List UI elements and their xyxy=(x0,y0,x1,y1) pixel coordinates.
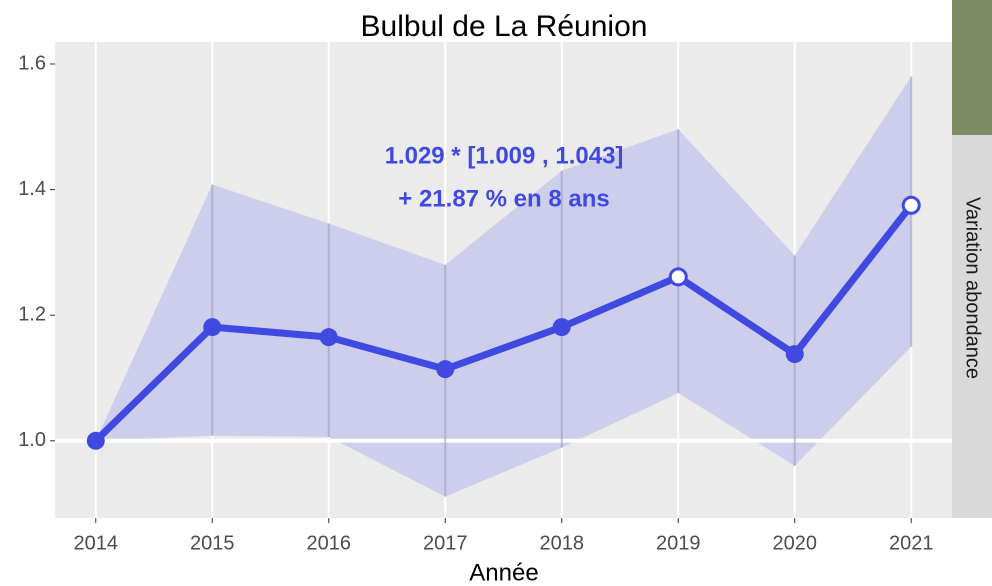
x-tick-label: 2017 xyxy=(423,532,468,554)
y-tick-label: 1.4 xyxy=(18,178,46,200)
annotation: + 21.87 % en 8 ans xyxy=(398,185,609,212)
x-tick-label: 2019 xyxy=(656,532,701,554)
y-tick-label: 1.2 xyxy=(18,303,46,325)
x-tick-label: 2015 xyxy=(190,532,235,554)
point xyxy=(87,432,105,450)
y-tick-label: 1.6 xyxy=(18,52,46,74)
x-axis-title: Année xyxy=(469,559,538,586)
point xyxy=(553,318,571,336)
chart-title: Bulbul de La Réunion xyxy=(361,10,648,43)
bird-photo xyxy=(952,0,992,135)
y-tick-label: 1.0 xyxy=(18,429,46,451)
x-tick-label: 2016 xyxy=(307,532,352,554)
x-tick-label: 2018 xyxy=(539,532,584,554)
point xyxy=(203,318,221,336)
annotation: 1.029 * [1.009 , 1.043] xyxy=(385,142,624,169)
point xyxy=(320,328,338,346)
x-tick-label: 2014 xyxy=(74,532,119,554)
chart: Variation abondance Bulbul de La Réunion… xyxy=(0,0,992,586)
point xyxy=(786,345,804,363)
point xyxy=(670,269,686,285)
point xyxy=(903,197,919,213)
x-tick-label: 2021 xyxy=(889,532,934,554)
point xyxy=(436,360,454,378)
strip-label: Variation abondance xyxy=(962,197,984,379)
x-tick-label: 2020 xyxy=(772,532,817,554)
